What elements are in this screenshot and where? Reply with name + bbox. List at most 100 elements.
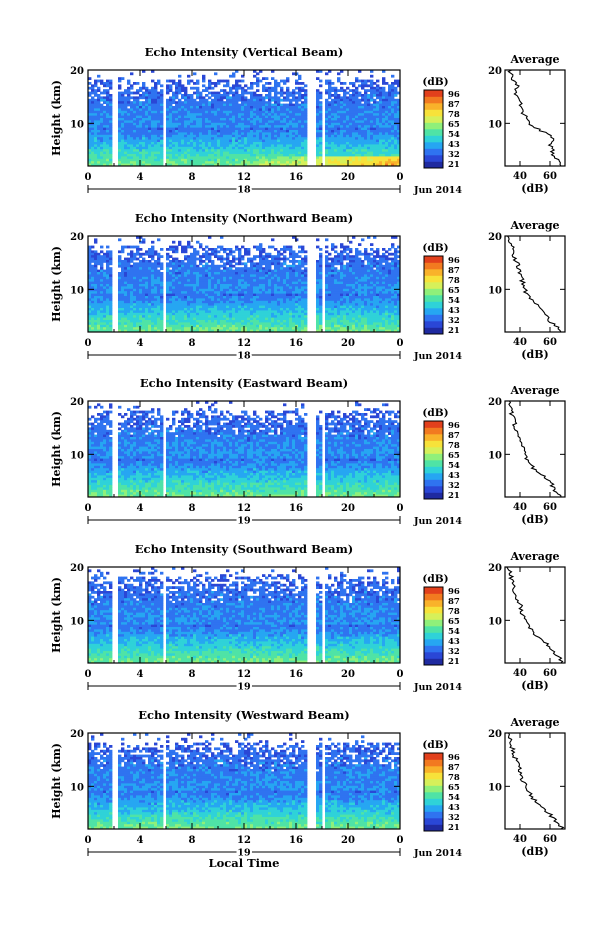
heatmap-cell <box>127 269 131 273</box>
heatmap-cell <box>223 84 227 88</box>
heatmap-cell <box>124 284 128 287</box>
heatmap-cell <box>286 115 290 119</box>
heatmap-cell <box>172 120 176 124</box>
heatmap-cell <box>205 245 209 249</box>
heatmap-cell <box>124 329 128 333</box>
heatmap-cell <box>118 120 122 124</box>
heatmap-cell <box>379 149 383 152</box>
heatmap-cell <box>130 108 134 112</box>
heatmap-cell <box>328 146 332 150</box>
heatmap-cell <box>169 79 173 83</box>
heatmap-cell <box>172 98 176 102</box>
heatmap-cell <box>196 310 200 314</box>
x-tick-label: 16 <box>289 172 303 183</box>
heatmap-cell <box>109 163 113 167</box>
heatmap-cell <box>124 269 128 273</box>
heatmap-cell <box>316 130 320 133</box>
heatmap-cell <box>121 269 125 273</box>
heatmap-cell <box>292 122 296 126</box>
heatmap-cell <box>280 113 284 116</box>
heatmap-cell <box>292 94 296 97</box>
heatmap-cell <box>166 329 170 333</box>
heatmap-cell <box>97 305 101 309</box>
heatmap-cell <box>385 156 389 160</box>
heatmap-cell <box>157 154 161 157</box>
heatmap-cell <box>202 115 206 119</box>
heatmap-cell <box>319 110 323 114</box>
heatmap-cell <box>226 146 230 150</box>
heatmap-cell <box>397 151 401 155</box>
heatmap-cell <box>328 84 332 88</box>
heatmap-cell <box>178 286 182 290</box>
heatmap-cell <box>136 103 140 107</box>
heatmap-cell <box>301 151 305 155</box>
heatmap-cell <box>91 130 95 133</box>
heatmap-cell <box>205 276 209 280</box>
heatmap-cell <box>343 142 347 145</box>
heatmap-cell <box>139 96 143 100</box>
heatmap-cell <box>130 161 134 164</box>
heatmap-cell <box>136 144 140 148</box>
heatmap-cell <box>214 305 218 309</box>
heatmap-cell <box>178 127 182 131</box>
heatmap-cell <box>388 113 392 116</box>
heatmap-cell <box>196 298 200 302</box>
heatmap-cell <box>103 320 107 323</box>
heatmap-cell <box>220 98 224 102</box>
heatmap-cell <box>295 156 299 160</box>
heatmap-cell <box>211 110 215 114</box>
heatmap-cell <box>367 108 371 112</box>
heatmap-cell <box>283 122 287 126</box>
heatmap-cell <box>388 96 392 100</box>
heatmap-cell <box>247 106 251 109</box>
heatmap-cell <box>235 91 239 95</box>
heatmap-cell <box>220 264 224 268</box>
heatmap-cell <box>355 108 359 112</box>
heatmap-cell <box>157 127 161 131</box>
heatmap-cell <box>100 279 104 282</box>
heatmap-cell <box>217 122 221 126</box>
heatmap-cell <box>145 130 149 133</box>
heatmap-cell <box>196 272 200 275</box>
heatmap-cell <box>256 89 260 92</box>
heatmap-cell <box>235 320 239 323</box>
heatmap-cell <box>145 310 149 314</box>
heatmap-cell <box>187 293 191 297</box>
heatmap-cell <box>91 293 95 297</box>
heatmap-cell <box>232 264 236 268</box>
heatmap-cell <box>280 108 284 112</box>
heatmap-cell <box>106 272 110 275</box>
heatmap-cell <box>136 305 140 309</box>
heatmap-cell <box>160 89 164 92</box>
heatmap-cell <box>361 122 365 126</box>
heatmap-cell <box>139 305 143 309</box>
heatmap-cell <box>121 134 125 138</box>
heatmap-cell <box>235 276 239 280</box>
heatmap-cell <box>187 262 191 266</box>
heatmap-cell <box>382 110 386 114</box>
heatmap-cell <box>319 154 323 157</box>
heatmap-cell <box>364 137 368 140</box>
heatmap-cell <box>91 108 95 112</box>
heatmap-cell <box>187 82 191 85</box>
heatmap-cell <box>379 127 383 131</box>
heatmap-cell <box>100 142 104 145</box>
heatmap-cell <box>169 260 173 263</box>
heatmap-cell <box>160 94 164 97</box>
heatmap-cell <box>373 118 377 121</box>
heatmap-cell <box>109 103 113 107</box>
heatmap-cell <box>109 324 113 328</box>
heatmap-cell <box>352 94 356 97</box>
heatmap-cell <box>160 324 164 328</box>
heatmap-cell <box>214 134 218 138</box>
heatmap-cell <box>175 146 179 150</box>
heatmap-cell <box>202 293 206 297</box>
heatmap-cell <box>304 113 308 116</box>
heatmap-cell <box>319 84 323 88</box>
heatmap-cell <box>94 267 98 270</box>
heatmap-cell <box>181 310 185 314</box>
heatmap-cell <box>142 84 146 88</box>
heatmap-cell <box>226 279 230 282</box>
heatmap-cell <box>208 255 212 258</box>
heatmap-cell <box>259 154 263 157</box>
